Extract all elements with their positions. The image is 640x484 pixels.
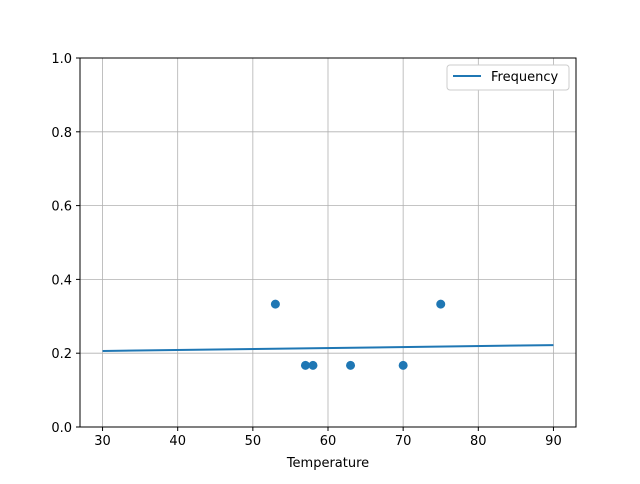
y-tick-label: 0.4 xyxy=(51,273,72,288)
x-tick-label: 80 xyxy=(470,434,487,449)
y-tick-label: 0.2 xyxy=(51,347,72,362)
x-tick-label: 40 xyxy=(169,434,186,449)
scatter-point xyxy=(270,299,280,309)
frequency-line xyxy=(102,344,554,352)
y-tick-label: 0.0 xyxy=(51,421,72,436)
x-tick-label: 50 xyxy=(245,434,262,449)
legend: Frequency xyxy=(446,64,570,91)
x-tick-label: 70 xyxy=(395,434,412,449)
x-tick-label: 60 xyxy=(320,434,337,449)
x-ticks: 30 40 50 60 70 80 90 xyxy=(94,427,562,449)
x-axis-label: Temperature xyxy=(286,456,369,471)
scatter-point xyxy=(346,360,356,370)
y-tick-label: 0.8 xyxy=(51,126,72,141)
x-tick-label: 30 xyxy=(94,434,111,449)
scatter-point xyxy=(398,360,408,370)
scatter-point xyxy=(436,299,446,309)
scatter-point xyxy=(300,360,310,370)
grid xyxy=(80,57,576,428)
y-tick-label: 0.6 xyxy=(51,200,72,215)
legend-label: Frequency xyxy=(491,70,558,85)
x-tick-label: 90 xyxy=(545,434,562,449)
scatter-point xyxy=(308,360,318,370)
line-series xyxy=(102,344,554,352)
y-tick-label: 1.0 xyxy=(51,52,72,67)
y-ticks: 0.0 0.2 0.4 0.6 0.8 1.0 xyxy=(51,52,80,436)
scatter-series xyxy=(270,299,446,370)
